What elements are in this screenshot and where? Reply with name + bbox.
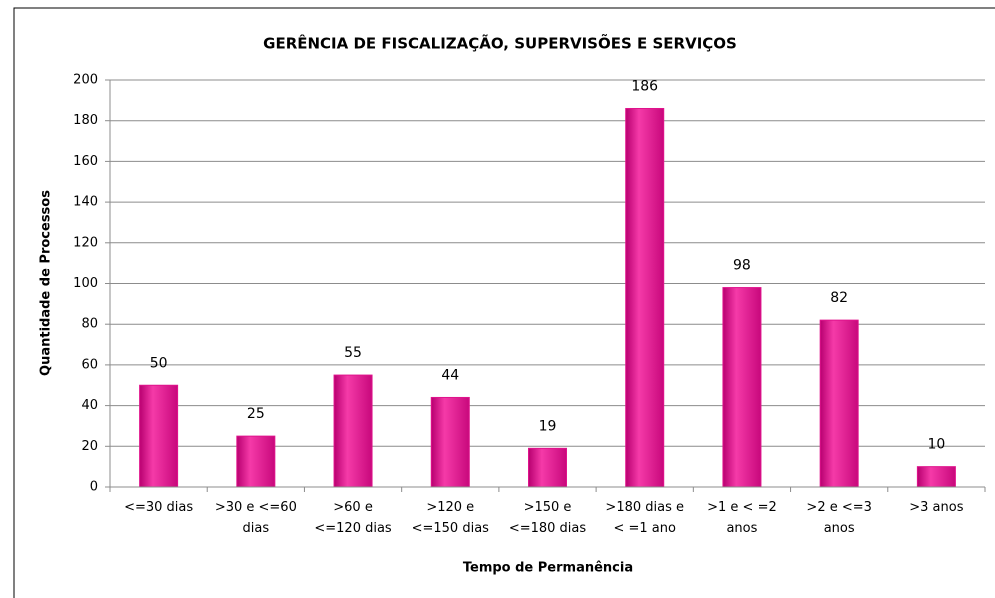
x-tick-label: >1 e < =2 anos	[707, 500, 777, 536]
bar	[236, 435, 276, 488]
x-tick-label: >60 e <=120 dias	[314, 500, 392, 536]
data-label: 186	[631, 78, 658, 94]
y-tick-label: 140	[73, 195, 98, 210]
data-label: 44	[441, 367, 459, 383]
x-tick-label: >180 dias e < =1 ano	[605, 500, 684, 536]
bar	[430, 396, 470, 488]
y-tick-label: 0	[90, 480, 98, 495]
bar	[722, 287, 762, 488]
bar	[333, 374, 373, 488]
y-tick-label: 40	[81, 398, 98, 413]
data-label: 82	[830, 290, 848, 306]
data-label: 25	[247, 406, 265, 422]
y-tick-label: 20	[81, 439, 98, 454]
x-tick-label: <=30 dias	[124, 500, 193, 515]
data-label: 55	[344, 345, 362, 361]
data-label: 19	[539, 418, 557, 434]
bar	[819, 319, 859, 488]
y-tick-label: 100	[73, 276, 98, 291]
y-tick-label: 120	[73, 235, 98, 250]
bar	[139, 384, 179, 488]
data-label: 50	[150, 355, 168, 371]
bar	[528, 447, 567, 488]
y-tick-label: 180	[73, 113, 98, 128]
x-tick-label: >2 e <=3 anos	[806, 500, 871, 536]
y-tick-label: 160	[73, 154, 98, 169]
y-tick-label: 80	[81, 317, 98, 332]
x-tick-label: >30 e <=60 dias	[215, 500, 297, 536]
chart-frame	[13, 7, 995, 598]
data-label: 98	[733, 258, 751, 274]
y-tick-label: 200	[73, 73, 98, 88]
data-label: 10	[927, 437, 945, 453]
x-axis-label: Tempo de Permanência	[463, 561, 633, 576]
chart-title: GERÊNCIA DE FISCALIZAÇÃO, SUPERVISÕES E …	[263, 34, 737, 53]
y-tick-label: 60	[81, 357, 98, 372]
x-tick-label: >120 e <=150 dias	[412, 500, 490, 536]
x-tick-label: >150 e <=180 dias	[509, 500, 587, 536]
y-axis-label: Quantidade de Processos	[39, 190, 54, 376]
bar	[625, 107, 665, 488]
x-tick-label: >3 anos	[909, 500, 963, 515]
bar	[916, 466, 956, 488]
